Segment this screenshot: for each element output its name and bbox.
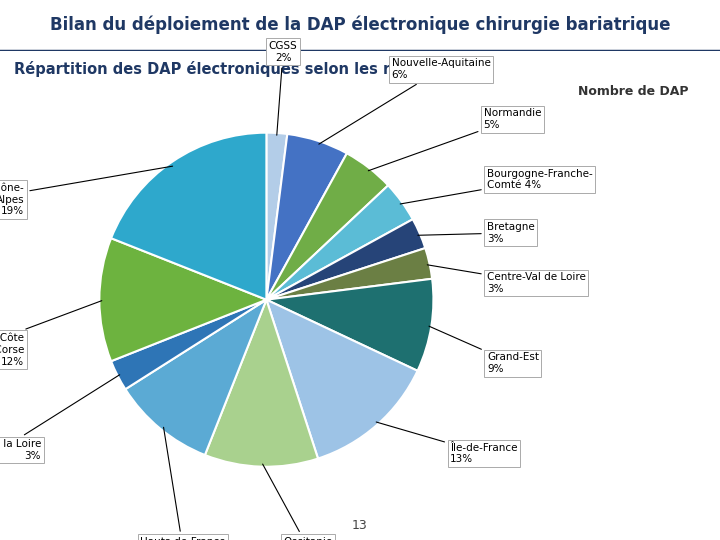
Text: Bretagne
3%: Bretagne 3% <box>418 222 535 244</box>
Wedge shape <box>111 300 266 389</box>
Wedge shape <box>266 279 433 371</box>
Wedge shape <box>266 219 426 300</box>
Wedge shape <box>205 300 318 467</box>
Text: Bilan du déploiement de la DAP électronique chirurgie bariatrique: Bilan du déploiement de la DAP électroni… <box>50 15 670 34</box>
Wedge shape <box>111 133 266 300</box>
Text: 13: 13 <box>352 519 368 532</box>
Wedge shape <box>266 185 413 300</box>
Wedge shape <box>125 300 266 455</box>
Text: Île-de-France
13%: Île-de-France 13% <box>377 422 518 464</box>
Text: CGSS
2%: CGSS 2% <box>269 41 297 135</box>
Wedge shape <box>266 134 347 300</box>
Text: Nombre de DAP: Nombre de DAP <box>578 85 689 98</box>
Text: Grand-Est
9%: Grand-Est 9% <box>429 326 539 374</box>
Text: Pays de la Loire
3%: Pays de la Loire 3% <box>0 375 120 461</box>
Wedge shape <box>266 153 388 300</box>
Text: Bourgogne-Franche-
Comté 4%: Bourgogne-Franche- Comté 4% <box>400 168 593 204</box>
Wedge shape <box>266 133 287 300</box>
Text: Provence-Alpes-Côte
d'Azur - Corse
12%: Provence-Alpes-Côte d'Azur - Corse 12% <box>0 301 102 367</box>
Text: Centre-Val de Loire
3%: Centre-Val de Loire 3% <box>427 265 586 294</box>
Text: Hauts-de-France
10%: Hauts-de-France 10% <box>140 427 225 540</box>
Wedge shape <box>99 238 266 361</box>
Text: Répartition des DAP électroniques selon les régions: Répartition des DAP électroniques selon … <box>14 61 446 77</box>
Text: Occitanie
11%: Occitanie 11% <box>263 464 333 540</box>
Wedge shape <box>266 300 418 458</box>
Wedge shape <box>266 248 432 300</box>
Text: Nouvelle-Aquitaine
6%: Nouvelle-Aquitaine 6% <box>319 58 490 144</box>
Text: Auvergne-Rhône-
Alpes
19%: Auvergne-Rhône- Alpes 19% <box>0 166 173 217</box>
Text: Normandie
5%: Normandie 5% <box>369 109 541 171</box>
